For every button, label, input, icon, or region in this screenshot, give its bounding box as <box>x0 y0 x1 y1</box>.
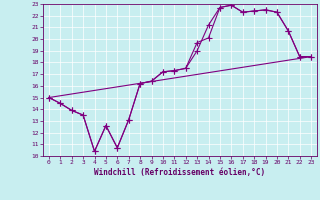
X-axis label: Windchill (Refroidissement éolien,°C): Windchill (Refroidissement éolien,°C) <box>94 168 266 177</box>
